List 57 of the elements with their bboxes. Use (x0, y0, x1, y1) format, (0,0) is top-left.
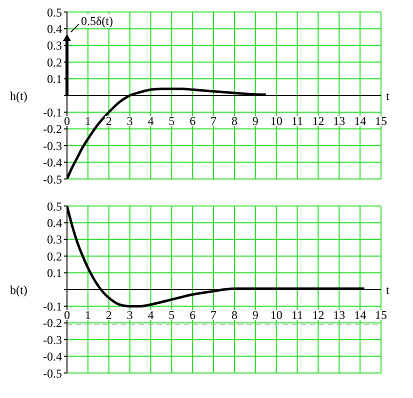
y-tick-label: -0.2 (43, 316, 62, 330)
x-tick-label: 11 (291, 308, 304, 322)
y-tick-label: 0.3 (47, 232, 62, 247)
y-tick-label: 0.4 (47, 216, 62, 230)
x-tick-label: 11 (291, 114, 304, 128)
y-tick-label: -0.5 (43, 172, 62, 186)
y-tick-label: 0.2 (47, 249, 62, 264)
annotation: 0.5δ(t) (81, 14, 113, 28)
y-tick-label: 0.5 (47, 5, 62, 20)
x-tick-label: 9 (252, 114, 258, 128)
y-tick-label: -0.1 (43, 105, 62, 120)
y-tick-label: -0.5 (43, 366, 62, 380)
x-tick-label: 10 (270, 114, 282, 128)
x-tick-label: 1 (84, 308, 91, 322)
y-tick-label: -0.4 (43, 350, 62, 364)
x-tick-label: 8 (231, 308, 238, 322)
x-tick-label: 6 (190, 308, 196, 322)
x-tick-label: 1 (84, 114, 91, 128)
x-tick-label: 15 (375, 114, 387, 128)
x-tick-label: 7 (210, 114, 217, 128)
y-axis-title: h(t) (10, 88, 28, 103)
y-tick-label: 0.5 (47, 199, 62, 214)
x-tick-label: 4 (148, 308, 154, 322)
x-tick-label: 5 (168, 308, 175, 322)
y-tick-label: -0.3 (43, 332, 62, 347)
x-tick-label: 13 (333, 114, 346, 128)
x-tick-label: 2 (106, 308, 112, 322)
y-tick-label: -0.4 (43, 156, 62, 170)
x-tick-label: 4 (148, 114, 154, 128)
y-tick-label: 0.4 (47, 22, 62, 36)
x-tick-label: 12 (312, 308, 324, 322)
y-tick-label: 0.1 (47, 72, 62, 86)
x-tick-label: 9 (252, 308, 258, 322)
x-tick-label: 2 (106, 114, 112, 128)
y-tick-label: 0.3 (47, 38, 62, 53)
x-tick-label: 14 (354, 114, 366, 128)
y-tick-label: -0.3 (43, 138, 62, 153)
x-tick-label: 12 (312, 114, 324, 128)
x-tick-label: 13 (333, 308, 346, 322)
y-tick-label: -0.2 (43, 122, 62, 136)
x-axis-title: t (386, 88, 390, 103)
x-tick-label: 3 (126, 114, 133, 128)
y-tick-label: -0.1 (43, 299, 62, 314)
y-tick-label: 0.1 (47, 266, 62, 280)
x-tick-label: 3 (126, 308, 133, 322)
y-axis-title: b(t) (10, 282, 28, 297)
x-tick-label: 10 (270, 308, 282, 322)
x-tick-label: 6 (190, 114, 196, 128)
x-axis-title: t (386, 282, 390, 297)
x-tick-label: 7 (210, 308, 217, 322)
y-tick-label: 0.2 (47, 55, 62, 70)
x-tick-label: 5 (168, 114, 175, 128)
x-tick-label: 0 (64, 308, 70, 322)
x-tick-label: 15 (375, 308, 387, 322)
x-tick-label: 0 (64, 114, 70, 128)
x-tick-label: 14 (354, 308, 366, 322)
x-tick-label: 8 (231, 114, 238, 128)
